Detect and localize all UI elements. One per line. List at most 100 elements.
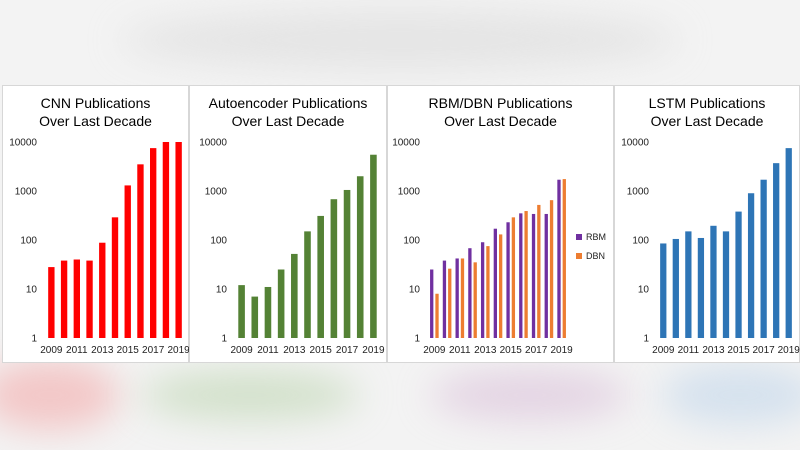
bar-lstm-2009 [660,243,667,338]
bar-cnn-2013 [99,242,106,338]
bar-cnn-2014 [111,217,119,338]
bar-dbn-2015 [511,217,516,338]
x-tick-label: 2015 [727,345,750,356]
bar-autoencoder-2012 [277,269,285,338]
bar-cnn-2015 [124,185,131,338]
bar-lstm-2011 [685,231,692,338]
y-tick-label: 100 [210,236,227,247]
x-tick-label: 2019 [362,345,385,356]
bar-lstm-2019 [785,148,792,338]
bar-rbm-2015 [506,222,510,338]
y-tick-label: 1 [31,334,37,345]
x-tick-label: 2017 [336,345,359,356]
x-tick-label: 2015 [310,345,333,356]
chart-title: RBM/DBN Publications Over Last Decade [388,94,613,130]
chart-plot-cnn: 1 10 100 1000 10000 2009 2011 2013 2015 2017 2019 [9,138,190,357]
x-tick-label: 2013 [702,345,725,356]
bar-lstm-2013 [710,225,717,338]
bar-dbn-2009 [435,293,439,338]
bar-rbm-2019 [557,179,561,338]
background-blur-green [140,370,360,420]
bar-rbm-2016 [519,213,523,338]
x-tick-label: 2011 [66,345,88,356]
chart-panel-autoencoder: Autoencoder Publications Over Last Decad… [189,85,387,363]
y-tick-label: 100 [632,236,649,247]
bar-dbn-2011 [460,258,465,338]
chart-title-line2: Over Last Decade [39,113,152,129]
background-blur-blue [660,365,800,425]
bar-lstm-2016 [747,193,755,338]
x-tick-label: 2019 [551,345,574,356]
y-tick-label: 1000 [205,187,228,198]
bar-rbm-2014 [493,228,497,338]
chart-title: Autoencoder Publications Over Last Decad… [190,94,386,130]
x-tick-label: 2013 [91,345,114,356]
bar-rbm-2018 [544,213,548,338]
y-tick-label: 10000 [621,138,649,149]
x-tick-label: 2009 [423,345,446,356]
bar-cnn-2016 [137,164,144,338]
bar-lstm-2015 [735,211,742,338]
background-blur-purple [430,370,630,420]
bar-dbn-2014 [499,234,503,338]
y-tick-label: 10000 [392,138,420,149]
x-tick-label: 2015 [500,345,523,356]
x-tick-label: 2011 [257,345,279,356]
bar-dbn-2019 [562,179,566,338]
bar-rbm-2010 [442,260,447,338]
x-tick-label: 2015 [117,345,140,356]
x-tick-label: 2013 [474,345,497,356]
bar-cnn-2017 [150,148,157,338]
y-tick-label: 1000 [15,187,38,198]
x-tick-label: 2009 [40,345,63,356]
chart-title-line2: Over Last Decade [444,113,557,129]
bar-autoencoder-2019 [370,154,377,338]
y-tick-label: 1 [643,334,649,345]
bar-dbn-2017 [537,204,541,338]
bar-lstm-2012 [697,237,705,338]
y-tick-label: 10 [216,285,228,296]
bar-cnn-2011 [73,259,80,338]
background-blur-top [120,10,680,70]
chart-plot-autoencoder: 1 10 100 1000 10000 2009 2011 2013 2015 2017 2019 [199,138,385,357]
bar-dbn-2018 [549,200,554,338]
x-tick-label: 2011 [678,345,700,356]
bar-autoencoder-2014 [304,231,311,338]
y-tick-label: 10 [26,285,38,296]
x-tick-label: 2017 [753,345,776,356]
bar-rbm-2013 [480,242,485,338]
bar-dbn-2016 [524,211,528,338]
bar-autoencoder-2013 [291,253,298,338]
legend-label-dbn: DBN [586,251,605,261]
x-tick-label: 2009 [652,345,675,356]
x-tick-label: 2009 [230,345,253,356]
bar-dbn-2013 [486,246,490,338]
chart-title-line2: Over Last Decade [231,113,345,129]
bar-dbn-2012 [473,262,477,338]
bar-rbm-2017 [531,213,536,338]
x-tick-label: 2019 [168,345,190,356]
chart-title-line1: LSTM Publications [648,95,766,111]
bar-cnn-2018 [162,142,170,338]
y-tick-label: 1000 [627,187,650,198]
chart-title: CNN Publications Over Last Decade [3,94,188,130]
y-tick-label: 1 [414,334,420,345]
chart-title-line1: CNN Publications [40,95,151,111]
bar-autoencoder-2015 [317,215,324,338]
bar-rbm-2011 [455,258,459,338]
bar-lstm-2017 [760,179,767,338]
legend-label-rbm: RBM [586,232,606,242]
x-tick-label: 2017 [525,345,548,356]
chart-title-line1: Autoencoder Publications [208,95,368,111]
x-tick-label: 2011 [449,345,471,356]
bar-lstm-2018 [773,163,780,338]
bar-dbn-2010 [448,268,452,338]
bar-autoencoder-2010 [251,296,259,338]
chart-title-line1: RBM/DBN Publications [428,95,573,111]
chart-panel-cnn: CNN Publications Over Last Decade 1 10 100… [2,85,190,363]
bar-rbm-2009 [430,269,434,338]
y-tick-label: 1 [221,334,227,345]
bar-autoencoder-2009 [238,285,245,338]
x-tick-label: 2019 [778,345,800,356]
bar-autoencoder-2011 [264,286,272,338]
